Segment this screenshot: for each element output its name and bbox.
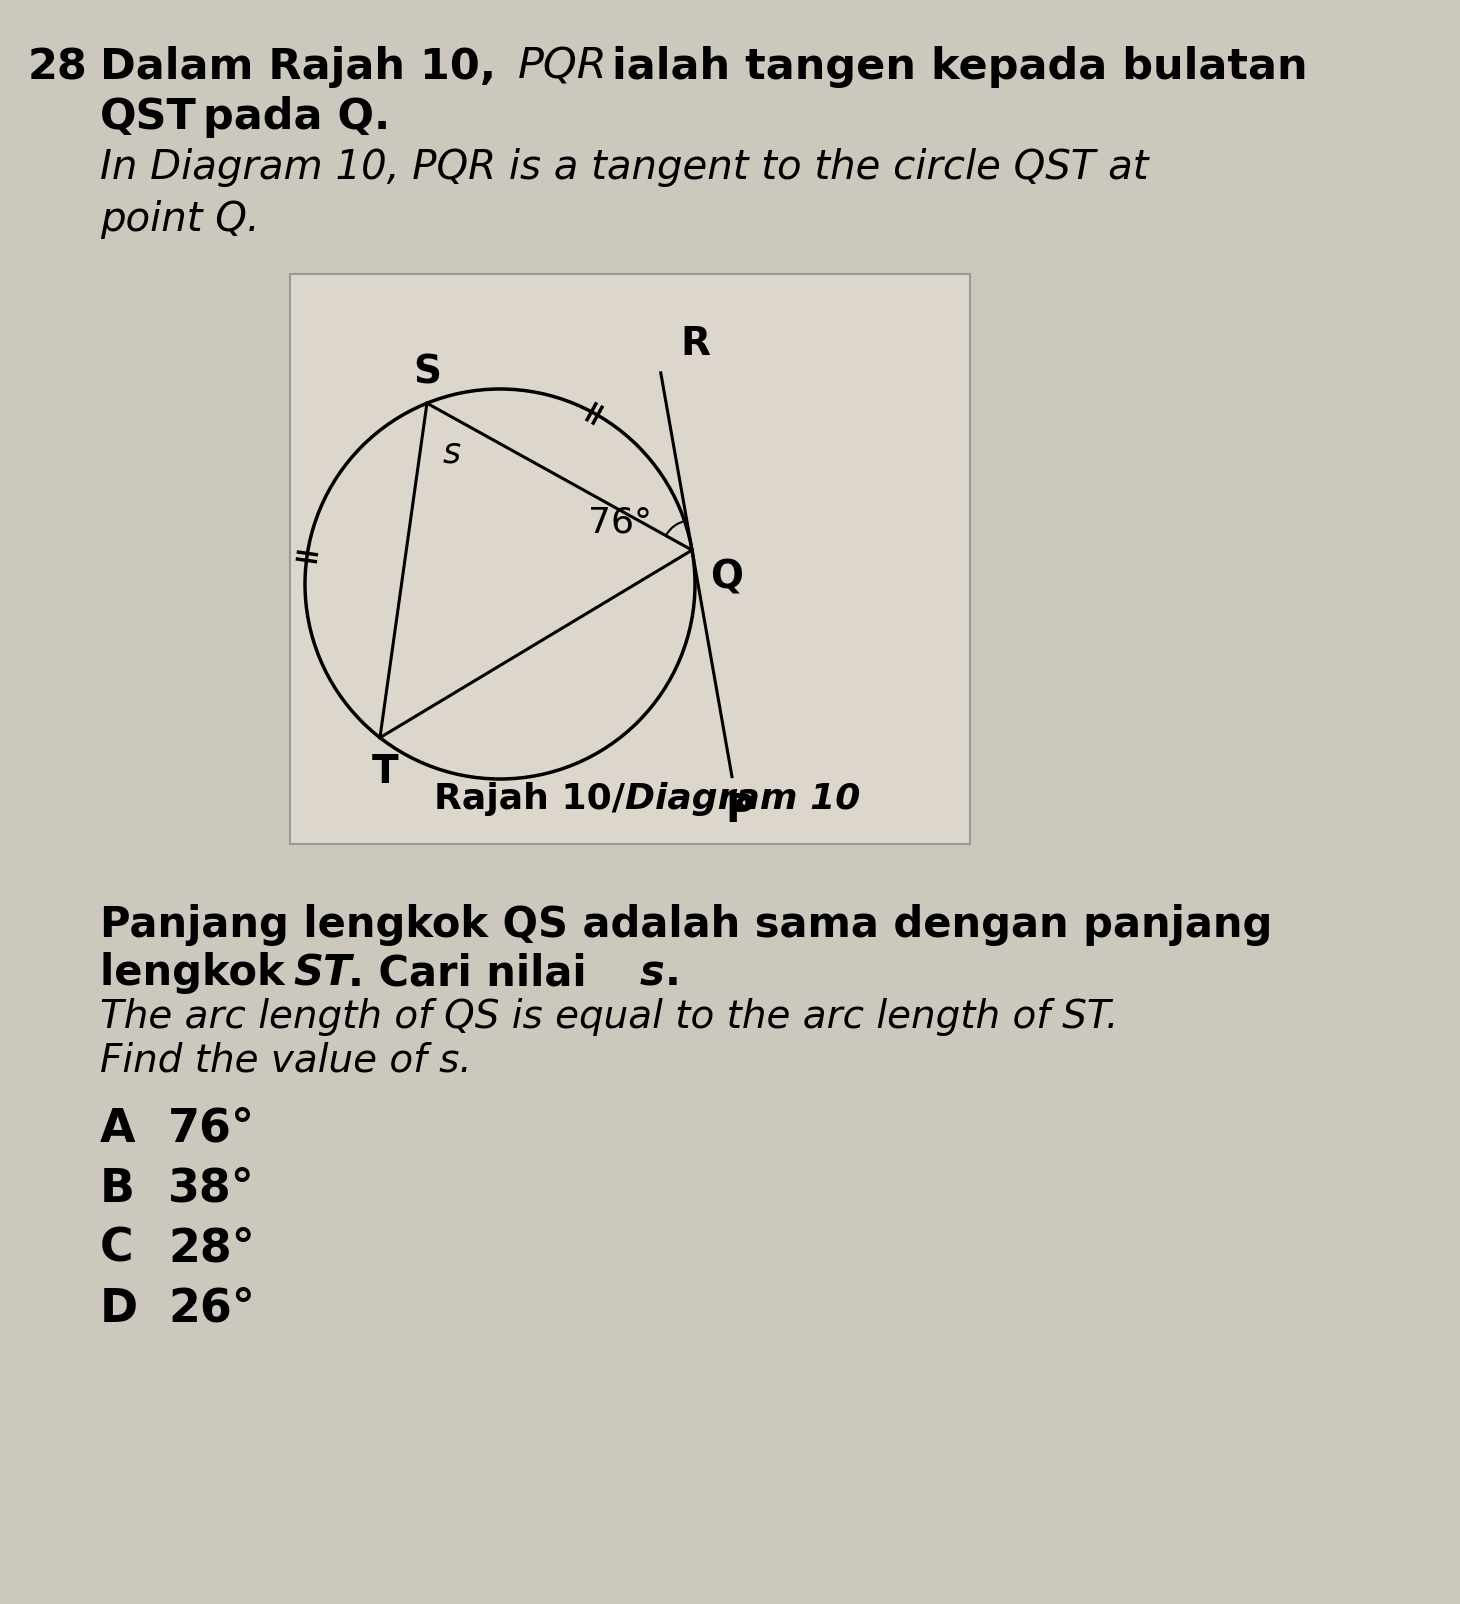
Text: ialah tangen kepada bulatan: ialah tangen kepada bulatan bbox=[597, 47, 1308, 88]
Text: pada Q.: pada Q. bbox=[188, 96, 390, 138]
Text: .: . bbox=[664, 953, 680, 994]
Text: In Diagram 10, PQR is a tangent to the circle QST at: In Diagram 10, PQR is a tangent to the c… bbox=[99, 148, 1149, 188]
Text: B: B bbox=[99, 1168, 134, 1213]
Text: 26°: 26° bbox=[168, 1286, 256, 1331]
Text: 28: 28 bbox=[28, 47, 88, 88]
Text: The arc length of QS is equal to the arc length of ST.: The arc length of QS is equal to the arc… bbox=[99, 998, 1118, 1036]
Text: ST: ST bbox=[293, 953, 352, 994]
Bar bbox=[291, 274, 969, 844]
Text: T: T bbox=[372, 752, 399, 791]
Text: D: D bbox=[99, 1286, 139, 1331]
Text: 76°: 76° bbox=[588, 505, 653, 539]
Text: A: A bbox=[99, 1107, 136, 1152]
Text: 76°: 76° bbox=[168, 1107, 256, 1152]
Text: point Q.: point Q. bbox=[99, 200, 260, 239]
Text: P: P bbox=[726, 792, 755, 829]
Text: S: S bbox=[413, 353, 441, 391]
Text: Panjang lengkok QS adalah sama dengan panjang: Panjang lengkok QS adalah sama dengan pa… bbox=[99, 905, 1272, 946]
Text: R: R bbox=[680, 326, 711, 363]
Text: PQR: PQR bbox=[518, 47, 607, 88]
Text: Q: Q bbox=[710, 558, 743, 597]
Text: QST: QST bbox=[99, 96, 197, 138]
Text: 38°: 38° bbox=[168, 1168, 254, 1213]
Text: lengkok: lengkok bbox=[99, 953, 299, 994]
Text: 28°: 28° bbox=[168, 1227, 254, 1272]
Text: Dalam Rajah 10,: Dalam Rajah 10, bbox=[99, 47, 511, 88]
Text: s: s bbox=[639, 953, 664, 994]
Text: . Cari nilai: . Cari nilai bbox=[347, 953, 602, 994]
Text: s: s bbox=[442, 435, 460, 470]
Text: Rajah 10/: Rajah 10/ bbox=[434, 783, 625, 816]
Text: Find the value of s.: Find the value of s. bbox=[99, 1043, 472, 1079]
Text: C: C bbox=[99, 1227, 134, 1272]
Text: Diagram 10: Diagram 10 bbox=[625, 783, 860, 816]
